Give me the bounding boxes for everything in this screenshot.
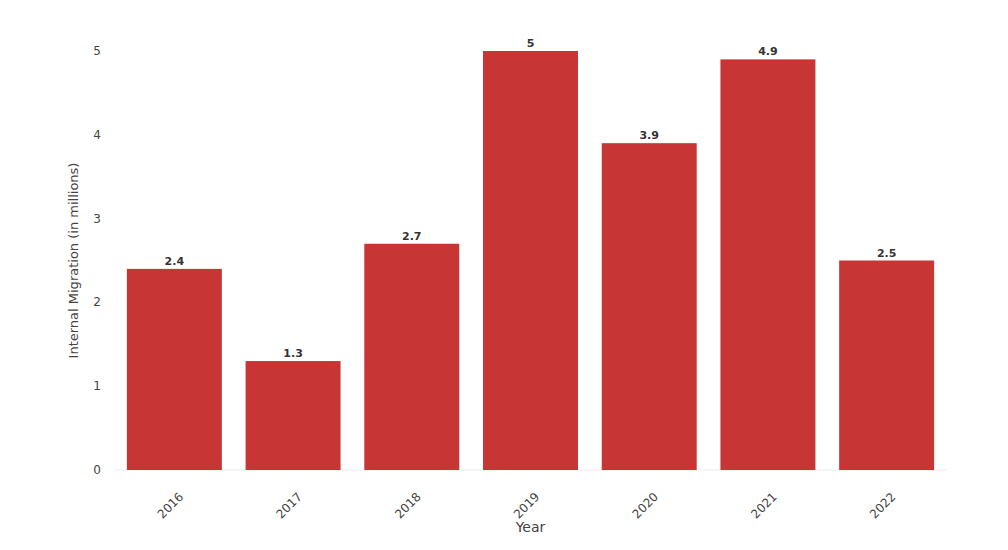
bar xyxy=(839,261,934,471)
x-tick-label: 2018 xyxy=(392,490,423,521)
y-axis-title: Internal Migration (in millions) xyxy=(66,163,81,359)
y-tick-label: 4 xyxy=(93,128,101,142)
chart-container: 2.4 1.3 2.7 5 3.9 4.9 2.5 0 1 2 3 4 5 2016 2017 2018 201… xyxy=(0,0,1008,550)
y-tick-label: 0 xyxy=(93,463,101,477)
y-tick-label: 3 xyxy=(93,212,101,226)
x-tick-label: 2022 xyxy=(867,490,898,521)
data-label: 1.3 xyxy=(283,347,303,360)
bars xyxy=(127,51,934,470)
bar xyxy=(364,244,459,470)
data-label: 2.5 xyxy=(877,247,897,260)
x-axis-title: Year xyxy=(515,519,546,535)
x-tick-label: 2021 xyxy=(748,490,779,521)
bar xyxy=(246,361,341,470)
data-label: 4.9 xyxy=(758,45,778,58)
data-label: 2.4 xyxy=(165,255,185,268)
x-tick-label: 2017 xyxy=(273,490,304,521)
y-tick-label: 5 xyxy=(93,44,101,58)
x-tick-label: 2019 xyxy=(511,490,542,521)
x-tick-label: 2016 xyxy=(155,490,186,521)
y-tick-label: 1 xyxy=(93,379,101,393)
data-label: 2.7 xyxy=(402,230,422,243)
bar xyxy=(602,143,697,470)
x-tick-label: 2020 xyxy=(630,490,661,521)
bar xyxy=(127,269,222,470)
bar xyxy=(720,59,815,470)
bar xyxy=(483,51,578,470)
data-label: 3.9 xyxy=(639,129,659,142)
data-label: 5 xyxy=(527,37,535,50)
y-tick-label: 2 xyxy=(93,295,101,309)
chart-svg: 2.4 1.3 2.7 5 3.9 4.9 2.5 0 1 2 3 4 5 2016 2017 2018 201… xyxy=(0,0,1008,550)
